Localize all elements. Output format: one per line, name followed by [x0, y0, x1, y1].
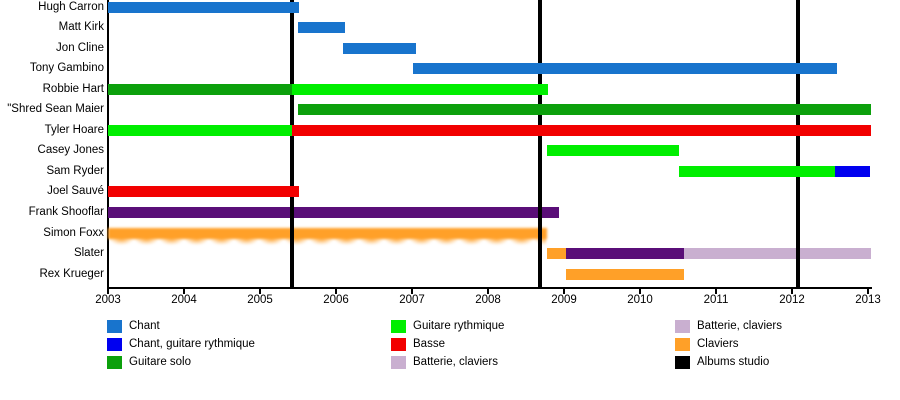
timeline-bar-guitare_rythmique: [291, 83, 549, 95]
timeline-bar-claviers: [108, 227, 548, 245]
legend-label: Claviers: [697, 338, 739, 350]
timeline-bar-chant: [108, 1, 299, 13]
legend-swatch-basse: [391, 338, 406, 351]
legend-swatch-claviers: [675, 338, 690, 351]
year-tick-label: 2013: [855, 294, 881, 306]
year-tick-label: 2011: [703, 294, 729, 306]
legend-label: Chant, guitare rythmique: [129, 338, 255, 350]
year-tick-label: 2010: [627, 294, 653, 306]
year-tick-label: 2007: [399, 294, 425, 306]
album-studio-line: [289, 0, 294, 287]
timeline-bar-batterie: [108, 207, 559, 218]
legend-label: Batterie, claviers: [697, 320, 783, 332]
timeline-bar-guitare_solo: [298, 104, 872, 116]
legend-swatch-batterie_claviers: [675, 320, 690, 333]
year-tick-label: 2006: [323, 294, 349, 306]
member-label: Hugh Carron: [38, 0, 104, 13]
timeline-bar-guitare_solo: [108, 83, 292, 95]
timeline-bar-claviers: [566, 268, 685, 280]
album-studio-line: [796, 0, 801, 287]
timeline-bar-chant_guitare_rythmique: [835, 165, 871, 177]
year-tick: [715, 288, 717, 294]
legend-label: Guitare rythmique: [413, 320, 505, 332]
timeline-bar-batterie_claviers: [684, 248, 872, 260]
member-label: Jon Cline: [56, 41, 104, 54]
legend-swatch-chant: [107, 320, 122, 333]
timeline-bar-chant: [412, 63, 837, 75]
year-tick-label: 2003: [95, 294, 121, 306]
year-tick-label: 2008: [475, 294, 501, 306]
year-tick: [563, 288, 565, 294]
year-tick-label: 2004: [171, 294, 197, 306]
member-label: Sam Ryder: [46, 164, 104, 177]
legend-label: Albums studio: [697, 356, 770, 368]
member-label: Frank Shooflar: [28, 206, 104, 218]
member-label: Matt Kirk: [58, 21, 104, 34]
member-label: "Shred Sean Maier: [7, 103, 104, 116]
legend-swatch-chant_guitare_rythmique: [107, 338, 122, 351]
year-tick: [107, 288, 109, 294]
timeline-bar-batterie: [566, 248, 685, 260]
legend-label: Batterie, claviers: [413, 356, 499, 368]
legend-label: Guitare solo: [129, 356, 192, 368]
year-tick-label: 2009: [551, 294, 577, 306]
year-tick: [867, 288, 869, 294]
legend-label: Chant: [129, 320, 160, 332]
year-tick: [791, 288, 793, 294]
member-label: Simon Foxx: [43, 226, 104, 239]
legend-swatch-guitare_rythmique: [391, 320, 406, 333]
member-label: Tony Gambino: [29, 62, 104, 75]
member-label: Robbie Hart: [42, 82, 104, 95]
timeline-bar-chant: [298, 22, 346, 34]
timeline-bar-guitare_rythmique: [108, 124, 292, 136]
year-tick: [639, 288, 641, 294]
year-tick-label: 2005: [247, 294, 273, 306]
year-tick-label: 2012: [779, 294, 805, 306]
member-label: Slater: [73, 247, 104, 260]
timeline-bar-basse: [108, 186, 299, 198]
year-tick: [259, 288, 261, 294]
member-label: Tyler Hoare: [44, 123, 104, 136]
year-tick: [183, 288, 185, 294]
timeline-bar-claviers: [547, 248, 567, 260]
timeline-bar-guitare_rythmique: [678, 165, 836, 177]
timeline-bar-guitare_rythmique: [547, 145, 679, 157]
album-studio-line: [538, 0, 543, 287]
member-label: Rex Krueger: [39, 267, 104, 280]
legend-swatch-batterie_claviers: [391, 356, 406, 369]
year-tick: [335, 288, 337, 294]
x-axis-line: [107, 287, 872, 289]
legend-swatch-guitare_solo: [107, 356, 122, 369]
member-label: Joel Sauvé: [47, 185, 104, 198]
legend-swatch-albums_studio: [675, 356, 690, 369]
legend-label: Basse: [413, 338, 445, 350]
timeline-bar-chant: [342, 42, 416, 54]
year-tick: [487, 288, 489, 294]
year-tick: [411, 288, 413, 294]
member-label: Casey Jones: [37, 144, 104, 157]
timeline-bar-basse: [291, 124, 872, 136]
y-axis-line: [107, 0, 109, 289]
